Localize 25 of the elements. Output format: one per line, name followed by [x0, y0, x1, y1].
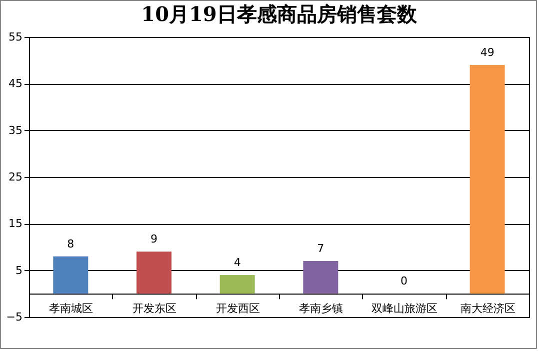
- y-tick-label: 35: [8, 124, 22, 137]
- data-label: 49: [480, 46, 494, 59]
- y-tick-label: 55: [8, 30, 22, 44]
- data-label: 7: [317, 242, 324, 255]
- y-tick-label: 45: [8, 77, 22, 90]
- y-tick-label: 5: [16, 264, 22, 277]
- y-tick-label: −5: [6, 310, 22, 324]
- chart-title: 10月19日孝感商品房销售套数: [141, 2, 418, 26]
- bar: [303, 261, 338, 294]
- data-label: 4: [234, 256, 241, 269]
- bar: [53, 256, 88, 294]
- data-label: 9: [150, 232, 158, 246]
- x-tick-label: 开发西区: [216, 302, 260, 316]
- x-tick-label: 双峰山旅游区: [372, 302, 438, 316]
- x-tick-label: 孝南乡镇: [299, 302, 344, 316]
- y-tick-label: 15: [8, 217, 22, 230]
- bar: [470, 65, 505, 294]
- x-tick-label: 孝南城区: [49, 302, 94, 316]
- x-tick-label: 开发东区: [132, 302, 176, 316]
- bar: [220, 275, 255, 294]
- bar: [136, 252, 172, 294]
- data-label: 0: [400, 274, 408, 288]
- y-tick-label: 25: [8, 170, 22, 184]
- data-label: 8: [67, 237, 74, 250]
- x-tick-label: 南大经济区: [460, 302, 516, 316]
